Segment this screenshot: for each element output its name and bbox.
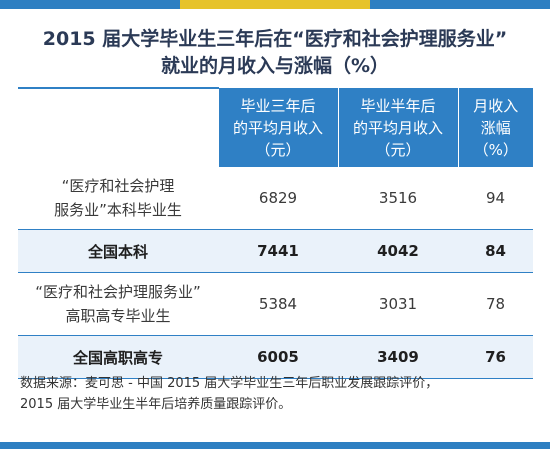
cell-half-year: 3031 [338, 272, 458, 336]
cell-half-year: 3409 [338, 335, 458, 379]
table-row: “医疗和社会护理 服务业”本科毕业生 6829 3516 94 [18, 167, 533, 230]
source-line-1: 数据来源：麦可思 - 中国 2015 届大学毕业生三年后职业发展跟踪评价， [20, 376, 439, 391]
table-row: 全国本科 7441 4042 84 [18, 229, 533, 273]
bottom-bar-right [180, 442, 550, 449]
cell-growth: 78 [458, 272, 533, 336]
cell-half-year: 3516 [338, 167, 458, 230]
header-blank-cell [18, 87, 219, 167]
cell-three-year: 6829 [218, 167, 338, 230]
data-source-note: 数据来源：麦可思 - 中国 2015 届大学毕业生三年后职业发展跟踪评价， 20… [20, 373, 535, 415]
table-header-row: 毕业三年后 的平均月收入 （元） 毕业半年后 的平均月收入 （元） 月收入 涨幅… [18, 87, 533, 167]
row-label: 全国本科 [18, 229, 218, 273]
cell-three-year: 6005 [218, 335, 338, 379]
table-row: 全国高职高专 6005 3409 76 [18, 335, 533, 379]
top-bar-yellow [180, 0, 370, 9]
title-line-2: 就业的月收入与涨幅（%） [160, 55, 390, 77]
top-bar-blue-right [370, 0, 550, 9]
row-label: 全国高职高专 [18, 335, 218, 379]
row-label: “医疗和社会护理服务业” 高职高专毕业生 [18, 272, 218, 336]
top-bar-blue-left [0, 0, 180, 9]
income-table: 毕业三年后 的平均月收入 （元） 毕业半年后 的平均月收入 （元） 月收入 涨幅… [18, 87, 533, 379]
table-row: “医疗和社会护理服务业” 高职高专毕业生 5384 3031 78 [18, 272, 533, 336]
source-line-2: 2015 届大学毕业生半年后培养质量跟踪评价。 [20, 397, 292, 412]
cell-growth: 84 [458, 229, 533, 273]
income-table-container: 毕业三年后 的平均月收入 （元） 毕业半年后 的平均月收入 （元） 月收入 涨幅… [18, 87, 533, 379]
top-color-bar [0, 0, 550, 9]
row-label: “医疗和社会护理 服务业”本科毕业生 [18, 167, 218, 230]
cell-half-year: 4042 [338, 229, 458, 273]
cell-three-year: 5384 [218, 272, 338, 336]
page-title: 2015 届大学毕业生三年后在“医疗和社会护理服务业” 就业的月收入与涨幅（%） [0, 26, 550, 80]
cell-growth: 94 [458, 167, 533, 230]
cell-three-year: 7441 [218, 229, 338, 273]
bottom-bar-left [0, 442, 180, 449]
header-three-year-income: 毕业三年后 的平均月收入 （元） [218, 88, 339, 167]
bottom-color-bar [0, 442, 550, 449]
title-line-1: 2015 届大学毕业生三年后在“医疗和社会护理服务业” [42, 28, 508, 50]
header-half-year-income: 毕业半年后 的平均月收入 （元） [338, 88, 459, 167]
header-income-growth: 月收入 涨幅 （%） [458, 88, 533, 167]
cell-growth: 76 [458, 335, 533, 379]
